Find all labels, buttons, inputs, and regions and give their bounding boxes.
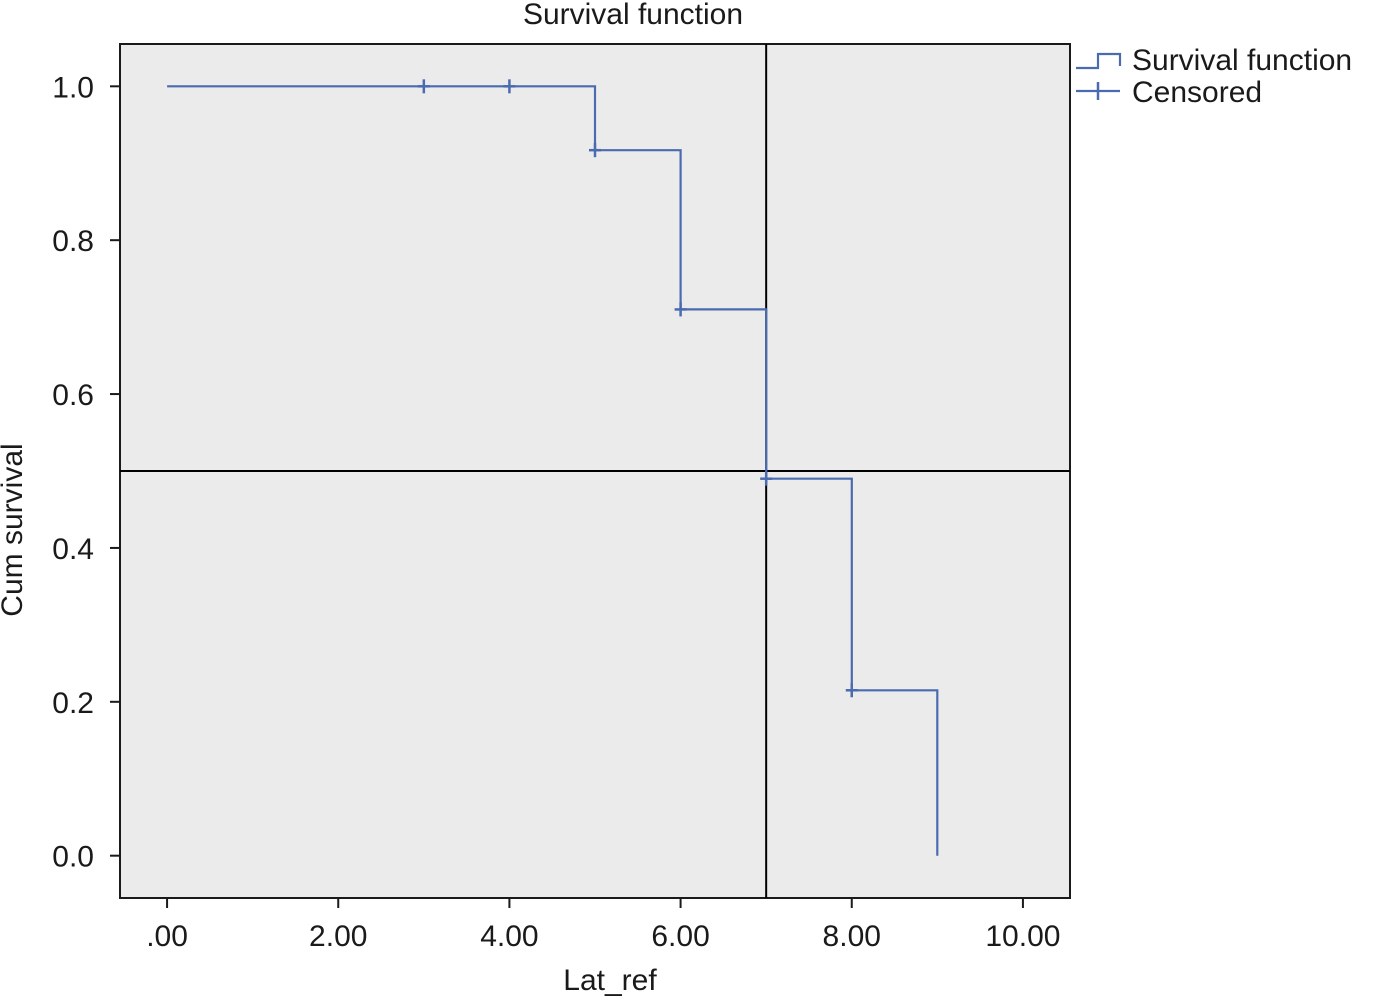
y-tick-label: 0.6 [52, 379, 94, 412]
y-tick-label: 0.4 [52, 533, 94, 566]
censored-marker [845, 683, 858, 698]
y-axis: 0.0 0.2 0.4 0.6 0.8 1.0 [52, 71, 120, 874]
y-axis-label: Cum survival [0, 443, 29, 616]
legend-item-survival-function: Survival function [1076, 44, 1352, 77]
x-tick-label: .00 [146, 920, 188, 953]
y-tick-label: 1.0 [52, 71, 94, 104]
x-tick-label: 6.00 [651, 920, 709, 953]
legend-label: Censored [1132, 76, 1262, 109]
x-tick-label: 8.00 [823, 920, 881, 953]
censored-marker [674, 302, 687, 317]
survival-step-line [167, 85, 939, 856]
plot-area [119, 43, 1071, 899]
legend-label: Survival function [1132, 44, 1352, 77]
x-axis-label: Lat_ref [563, 964, 657, 997]
censored-marker [760, 471, 773, 486]
legend-item-censored: Censored [1076, 76, 1262, 109]
x-tick-label: 10.00 [985, 920, 1060, 953]
x-tick-label: 2.00 [309, 920, 367, 953]
y-tick-label: 0.8 [52, 225, 94, 258]
y-tick-label: 0.0 [52, 841, 94, 874]
y-tick-label: 0.2 [52, 687, 94, 720]
x-axis: .00 2.00 4.00 6.00 8.00 10.00 [146, 898, 1060, 953]
censored-marker [417, 79, 430, 94]
x-tick-label: 4.00 [480, 920, 538, 953]
series-layer [167, 79, 939, 856]
chart-title: Survival function [523, 0, 743, 31]
legend-symbol-step [1076, 52, 1122, 70]
censored-marker [589, 143, 601, 158]
censored-marker [503, 79, 516, 94]
